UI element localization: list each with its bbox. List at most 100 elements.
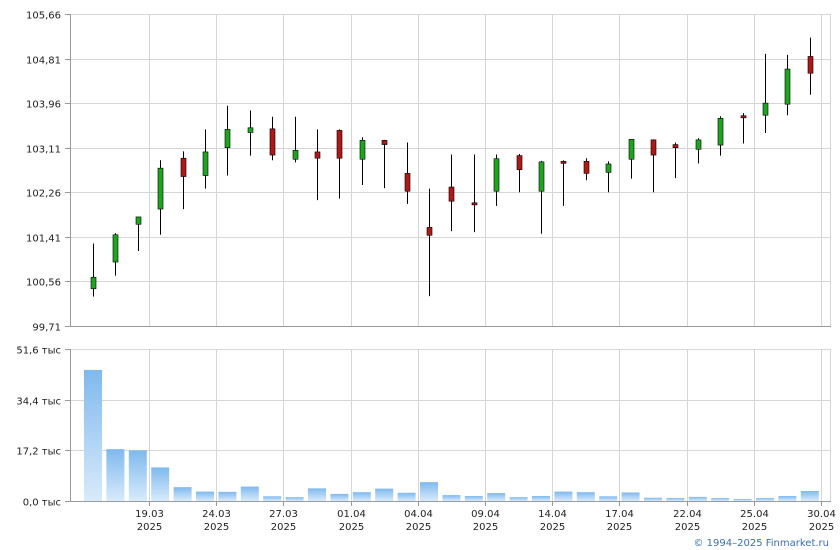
x-tick-label-year: 2025 xyxy=(204,522,229,533)
candle xyxy=(605,161,612,193)
candle-body xyxy=(336,130,343,159)
x-tick-label-date: 30.04 xyxy=(807,509,836,520)
candle xyxy=(762,53,769,134)
candle xyxy=(336,129,343,199)
price-panel: 105,66 104,81 103,96 103,11 102,26 101,41 100,… xyxy=(26,11,831,334)
volume-bar xyxy=(644,497,662,501)
candle xyxy=(359,137,366,185)
candle-body xyxy=(605,163,612,173)
candle-body xyxy=(762,102,769,116)
candle-body xyxy=(381,140,388,145)
x-tick-label-date: 24.03 xyxy=(202,509,231,520)
candle xyxy=(695,138,702,164)
candle xyxy=(180,151,187,210)
candle xyxy=(628,139,635,179)
candle-body xyxy=(135,216,142,225)
candle xyxy=(90,243,97,297)
x-tick-label-year: 2025 xyxy=(137,522,162,533)
price-tick-label: 103,96 xyxy=(26,100,61,111)
volume-tick-label: 0,0 тыс xyxy=(23,498,61,509)
volume-bar xyxy=(308,488,326,501)
volume-bar xyxy=(375,488,394,501)
volume-bar xyxy=(487,493,506,501)
volume-tick-label: 34,4 тыс xyxy=(16,397,61,408)
x-tick-label-date: 19.03 xyxy=(135,509,164,520)
candle xyxy=(784,54,791,116)
candle xyxy=(560,160,567,206)
candle xyxy=(292,116,299,163)
candle xyxy=(247,110,254,156)
candle-body xyxy=(471,202,478,206)
candle-body xyxy=(695,139,702,150)
candle-body xyxy=(538,161,545,192)
volume-bar xyxy=(420,482,438,501)
candle-body xyxy=(90,276,97,290)
volume-bar xyxy=(196,491,214,501)
candle xyxy=(717,116,724,156)
candle-body xyxy=(112,234,119,263)
volume-bar xyxy=(263,496,282,501)
candle xyxy=(381,139,388,189)
candle-body xyxy=(448,186,455,202)
x-axis: 19.03 2025 24.03 2025 27.03 2025 01.04 2025 04.0… xyxy=(135,501,836,533)
candle-body xyxy=(650,139,657,156)
candle xyxy=(471,154,478,233)
candle-body xyxy=(493,158,500,192)
volume-panel: 51,6 тыс 34,4 тыс 17,2 тыс 0,0 тыс xyxy=(16,346,831,509)
copyright-text[interactable]: © 1994–2025 Finmarket.ru xyxy=(693,538,829,549)
volume-bar xyxy=(554,491,573,501)
x-tick-label-year: 2025 xyxy=(540,522,565,533)
x-tick-label-date: 14.04 xyxy=(538,509,567,520)
candle xyxy=(314,129,321,201)
volume-bar xyxy=(733,498,752,501)
candle xyxy=(112,233,119,276)
volume-bar xyxy=(666,498,685,501)
candle-body xyxy=(404,173,411,192)
candle-body xyxy=(717,118,724,146)
x-tick-label-date: 04.04 xyxy=(404,509,433,520)
candle xyxy=(157,160,164,235)
volume-bar xyxy=(151,467,170,501)
x-tick-label-date: 17.04 xyxy=(605,509,634,520)
x-tick-label-year: 2025 xyxy=(809,522,834,533)
x-tick-label-date: 01.04 xyxy=(337,509,366,520)
candle-body xyxy=(583,161,590,174)
candle xyxy=(269,116,276,161)
candle-body xyxy=(560,161,567,164)
volume-bar xyxy=(218,491,237,501)
candle xyxy=(516,154,523,193)
candle xyxy=(202,129,209,189)
candle-body xyxy=(314,151,321,159)
volume-bar xyxy=(688,496,707,501)
volume-bar xyxy=(397,492,416,501)
x-tick-label-year: 2025 xyxy=(742,522,767,533)
x-tick-label-year: 2025 xyxy=(406,522,431,533)
candle xyxy=(538,160,545,234)
candle xyxy=(404,142,411,204)
candle xyxy=(807,37,814,95)
volume-bar xyxy=(285,497,304,501)
candle-body xyxy=(202,151,209,176)
candle xyxy=(135,216,142,252)
x-tick-label-date: 25.04 xyxy=(740,509,769,520)
price-tick-label: 105,66 xyxy=(26,11,61,22)
volume-bar xyxy=(756,498,774,501)
volume-bar xyxy=(509,497,528,501)
x-tick-label-year: 2025 xyxy=(675,522,700,533)
volume-bar xyxy=(84,369,102,501)
price-tick-label: 104,81 xyxy=(26,56,61,67)
volume-bar xyxy=(599,496,618,501)
candle-body xyxy=(292,150,299,160)
volume-bar xyxy=(621,492,640,501)
candle-body xyxy=(224,129,231,149)
candle-body xyxy=(807,56,814,74)
volume-bar xyxy=(352,492,371,501)
volume-bar xyxy=(532,495,550,501)
candle-body xyxy=(516,155,523,171)
price-tick-label: 102,26 xyxy=(26,189,61,200)
candle-body xyxy=(426,227,433,236)
volume-bar xyxy=(576,492,595,501)
candle-body xyxy=(672,144,679,149)
